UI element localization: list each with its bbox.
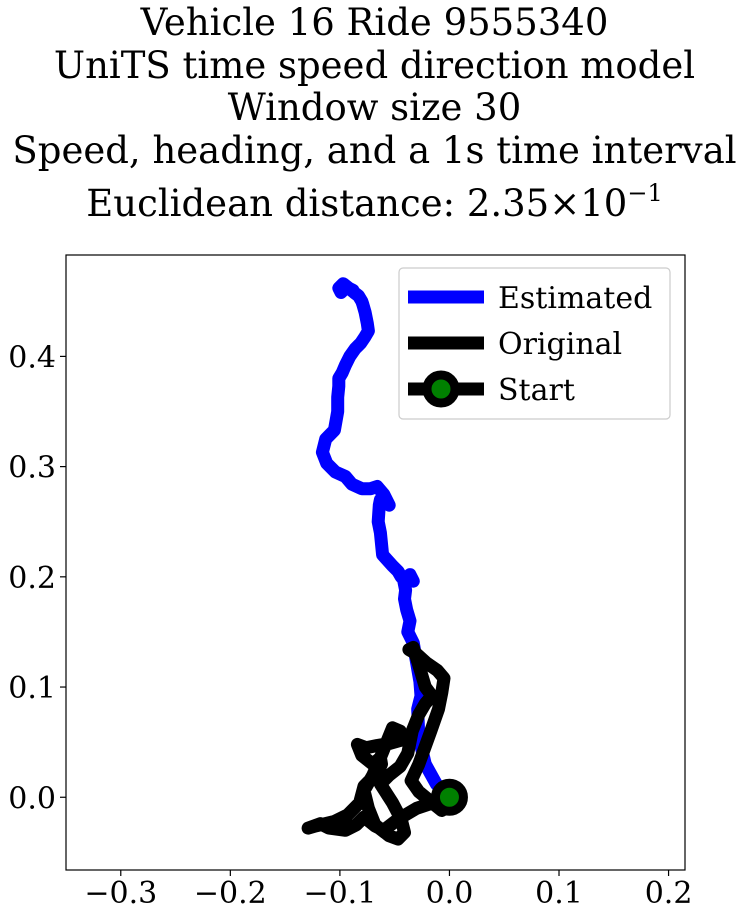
y-tick-label: 0.4 — [8, 340, 56, 375]
series-line-original — [301, 640, 456, 846]
title-metric-line: Euclidean distance: 2.35×10−1 — [0, 172, 749, 226]
legend-label-original: Original — [498, 327, 622, 362]
series-line-estimated — [315, 277, 456, 804]
x-tick-label: −0.1 — [303, 876, 376, 911]
title-line: Window size 30 — [227, 86, 522, 129]
x-tick-label: 0.2 — [645, 876, 693, 911]
title-metric-mantissa: 2.35 — [466, 182, 550, 225]
x-tick-label: 0.0 — [426, 876, 474, 911]
start-marker — [430, 778, 468, 816]
legend-box — [398, 267, 671, 420]
title-metric-base: 10 — [580, 182, 628, 225]
plot-frame — [65, 254, 686, 871]
y-tick-label: 0.2 — [8, 561, 56, 596]
y-tick-label: 0.3 — [8, 451, 56, 486]
legend: Estimated Original Start — [398, 267, 671, 420]
legend-start-marker — [422, 370, 460, 408]
axes: −0.3 −0.2 −0.1 0.0 0.1 0.2 0.0 0.1 0.2 0.3 0.4 — [8, 340, 692, 911]
chart-title: Vehicle 16 Ride 9555340 UniTS time speed… — [0, 1, 749, 226]
y-tick-label: 0.1 — [8, 671, 56, 706]
x-tick-label: 0.1 — [535, 876, 583, 911]
legend-label-estimated: Estimated — [498, 281, 652, 316]
x-tick-label: −0.2 — [194, 876, 267, 911]
y-tick-label: 0.0 — [8, 781, 56, 816]
title-metric-label: Euclidean distance: — [86, 182, 467, 225]
x-tick-label: −0.3 — [84, 876, 157, 911]
title-line: Speed, heading, and a 1s time interval — [12, 128, 737, 172]
plot-area — [301, 277, 468, 846]
title-metric-exponent: −1 — [627, 179, 663, 207]
legend-label-start: Start — [498, 373, 575, 408]
title-line: Vehicle 16 Ride 9555340 — [140, 1, 609, 44]
title-line: UniTS time speed direction model — [53, 43, 696, 87]
title-metric-times: × — [549, 182, 581, 225]
